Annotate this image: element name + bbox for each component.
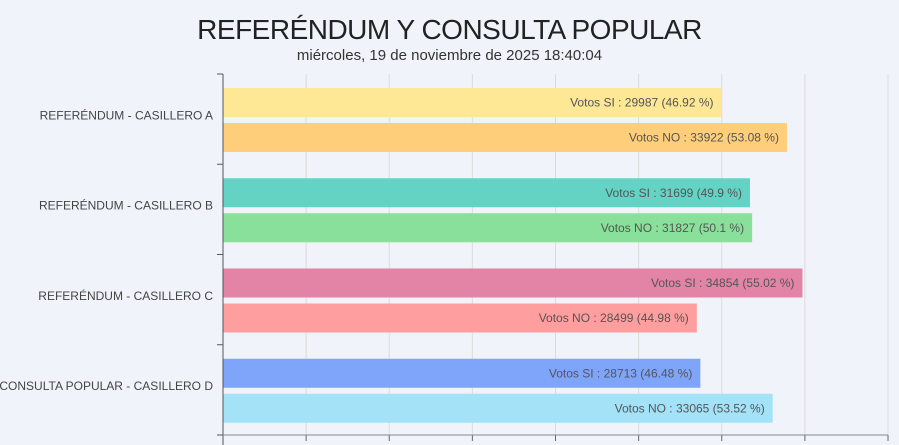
bar-value-label: Votos SI : 34854 (55.02 %) bbox=[651, 276, 794, 290]
category-label: REFERÉNDUM - CASILLERO B bbox=[39, 198, 213, 213]
bar-value-label: Votos NO : 28499 (44.98 %) bbox=[539, 311, 689, 325]
chart-title: REFERÉNDUM Y CONSULTA POPULAR bbox=[197, 14, 702, 45]
category-label: REFERÉNDUM - CASILLERO C bbox=[38, 288, 213, 303]
bar-value-label: Votos NO : 31827 (50.1 %) bbox=[601, 221, 744, 235]
category-labels: REFERÉNDUM - CASILLERO A REFERÉNDUM - CAS… bbox=[0, 107, 213, 393]
bar[interactable] bbox=[223, 303, 697, 333]
axes bbox=[217, 73, 889, 445]
bar-labels: Votos SI : 29987 (46.92 %) Votos NO : 339… bbox=[539, 96, 795, 416]
bar-value-label: Votos SI : 29987 (46.92 %) bbox=[570, 96, 713, 110]
category-label: REFERÉNDUM - CASILLERO A bbox=[40, 107, 213, 122]
bar[interactable] bbox=[223, 358, 701, 388]
bar[interactable] bbox=[223, 213, 753, 243]
bar-value-label: Votos SI : 31699 (49.9 %) bbox=[605, 186, 742, 200]
bar[interactable] bbox=[223, 268, 803, 298]
chart-subtitle: miércoles, 19 de noviembre de 2025 18:40… bbox=[296, 47, 603, 64]
bar[interactable] bbox=[223, 88, 722, 117]
bar-value-label: Votos NO : 33065 (53.52 %) bbox=[615, 401, 765, 415]
bar[interactable] bbox=[223, 393, 773, 423]
bar-value-label: Votos NO : 33922 (53.08 %) bbox=[629, 131, 779, 145]
bar[interactable] bbox=[223, 123, 787, 152]
bars bbox=[223, 88, 803, 423]
category-label: CONSULTA POPULAR - CASILLERO D bbox=[0, 379, 213, 393]
bar-value-label: Votos SI : 28713 (46.48 %) bbox=[549, 366, 692, 380]
bar[interactable] bbox=[223, 178, 750, 208]
